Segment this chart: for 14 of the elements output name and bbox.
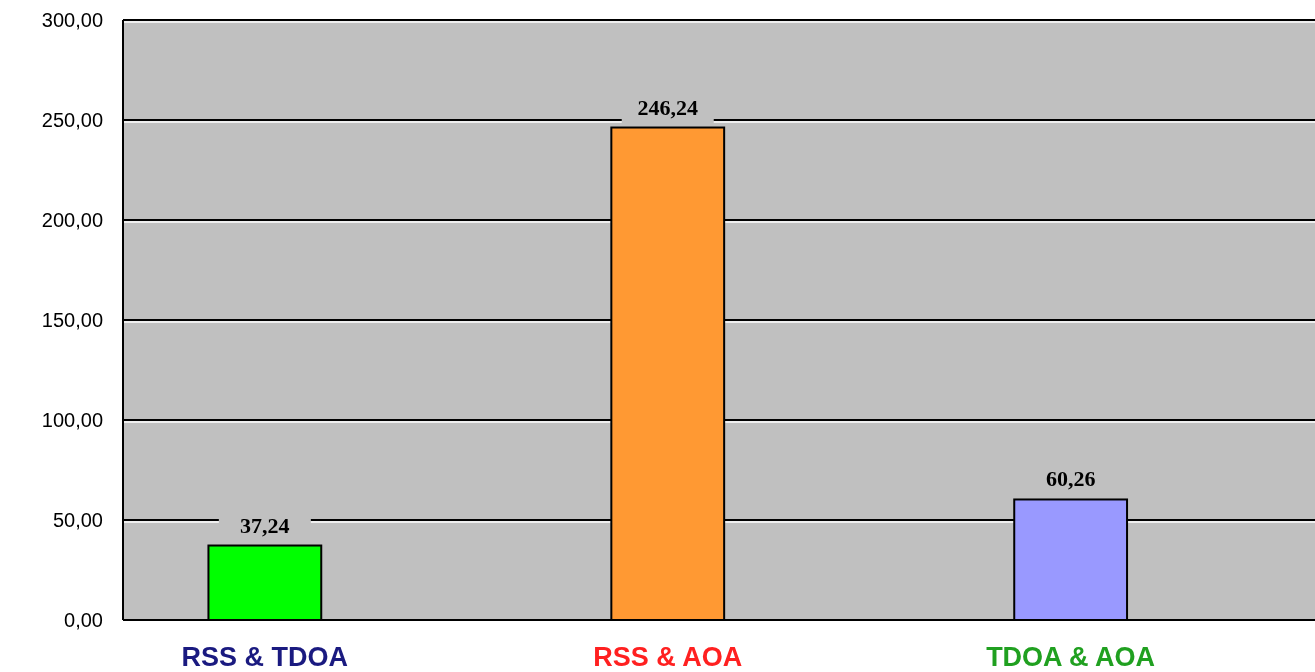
y-tick-label: 150,00 [41, 309, 103, 331]
x-tick-label: RSS & TDOA [181, 642, 349, 672]
data-label: 60,26 [1045, 466, 1096, 492]
y-tick-label: 250,00 [41, 109, 103, 131]
y-tick-label: 300,00 [41, 9, 103, 31]
bar [207, 544, 323, 621]
y-tick-label: 100,00 [41, 409, 103, 431]
y-tick-label: 200,00 [41, 209, 103, 231]
data-label: 37,24 [240, 512, 290, 538]
y-tick-label: 50,00 [52, 509, 103, 531]
x-tick-label: RSS & AOA [593, 642, 743, 672]
data-label: 246,24 [637, 94, 698, 120]
y-tick-label: 0,00 [64, 609, 103, 631]
x-tick-label: TDOA & AOA [986, 642, 1156, 672]
